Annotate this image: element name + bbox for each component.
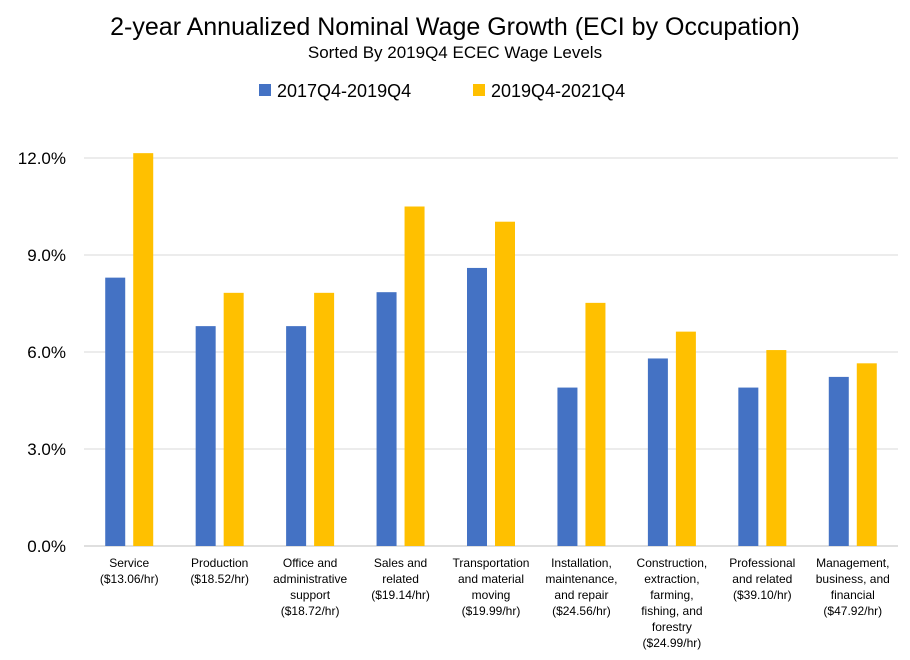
bar-series-2-cat-9 [856,363,877,546]
x-tick-label: administrative [273,572,347,586]
x-tick-label: forestry [652,620,692,634]
x-tick-label: ($19.14/hr) [371,588,430,602]
x-tick-label: ($18.52/hr) [190,572,249,586]
bar-series-2-cat-7 [675,331,696,546]
x-tick-label: Installation, [551,556,612,570]
x-tick-label: Transportation [453,556,530,570]
y-axis-ticks: 0.0% 3.0% 6.0% 9.0% 12.0% [18,149,66,556]
x-tick-label: fishing, and [641,604,702,618]
bar-series-2-cat-2 [223,292,244,546]
x-tick-label: ($13.06/hr) [100,572,159,586]
bar-series-1-cat-5 [467,267,487,546]
x-tick-label: Production [191,556,248,570]
x-tick-label: maintenance, [545,572,617,586]
legend-label-series-1: 2017Q4-2019Q4 [277,81,411,101]
x-tick-label: Construction, [637,556,708,570]
x-tick-label: Service [109,556,149,570]
legend-swatch-series-2 [473,84,485,96]
x-axis-labels: Service ($13.06/hr) Production ($18.52/hr) O… [100,556,890,650]
x-tick-label: related [382,572,419,586]
x-tick-label: support [290,588,331,602]
y-tick-label: 12.0% [18,149,66,168]
bar-series-2-cat-1 [133,153,154,546]
y-tick-label: 6.0% [27,343,66,362]
legend: 2017Q4-2019Q4 2019Q4-2021Q4 [259,81,625,101]
x-tick-label: Sales and [374,556,427,570]
chart-subtitle: Sorted By 2019Q4 ECEC Wage Levels [308,43,602,62]
x-tick-label: and repair [554,588,608,602]
x-tick-label: Management, [816,556,889,570]
gridlines [84,157,898,547]
y-tick-label: 9.0% [27,246,66,265]
bar-series-1-cat-1 [105,277,126,546]
legend-label-series-2: 2019Q4-2021Q4 [491,81,625,101]
bar-series-1-cat-4 [376,292,397,546]
x-tick-label: moving [472,588,511,602]
y-tick-label: 3.0% [27,440,66,459]
bar-series-2-cat-8 [766,350,787,546]
bar-series-1-cat-6 [557,387,578,546]
x-tick-label: Professional [729,556,795,570]
bar-series-2-cat-3 [314,292,335,546]
bar-series-1-cat-3 [286,326,307,546]
bar-series-2-cat-4 [404,206,425,546]
x-tick-label: extraction, [644,572,699,586]
bar-series-2-cat-5 [495,221,515,547]
x-tick-label: ($19.99/hr) [462,604,521,618]
x-tick-label: farming, [650,588,693,602]
x-tick-label: ($18.72/hr) [281,604,340,618]
x-tick-label: and material [458,572,524,586]
bars [105,153,877,547]
x-tick-label: ($24.99/hr) [643,636,702,650]
x-tick-label: ($39.10/hr) [733,588,792,602]
bar-series-1-cat-2 [195,326,216,546]
x-tick-label: business, and [816,572,890,586]
x-tick-label: ($47.92/hr) [823,604,882,618]
chart-title: 2-year Annualized Nominal Wage Growth (E… [110,13,800,41]
y-tick-label: 0.0% [27,537,66,556]
x-tick-label: financial [831,588,875,602]
bar-series-1-cat-7 [647,358,668,546]
bar-series-2-cat-6 [585,302,606,546]
bar-series-1-cat-9 [828,376,849,546]
x-tick-label: and related [732,572,792,586]
x-tick-label: ($24.56/hr) [552,604,611,618]
x-tick-label: Office and [283,556,337,570]
bar-series-1-cat-8 [738,387,759,546]
legend-swatch-series-1 [259,84,271,96]
